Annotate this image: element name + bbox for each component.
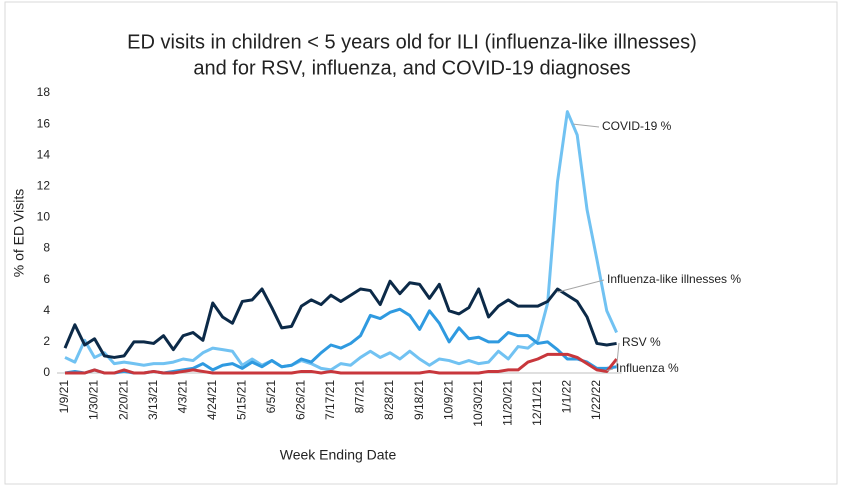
x-tick-label: 10/9/21: [441, 380, 455, 420]
x-tick-label: 1/22/22: [589, 380, 603, 420]
y-tick-label: 16: [37, 116, 51, 130]
x-tick-label: 11/20/21: [500, 380, 514, 426]
x-tick-label: 1/1/22: [560, 380, 574, 414]
x-tick-label: 9/18/21: [412, 380, 426, 420]
leader-line: [573, 123, 600, 128]
y-tick-label: 18: [37, 85, 51, 99]
y-axis-title: % of ED Visits: [11, 189, 27, 277]
x-tick-label: 8/7/21: [353, 380, 367, 414]
x-tick-label: 8/28/21: [382, 380, 396, 420]
x-tick-label: 10/30/21: [471, 380, 485, 427]
x-tick-label: 12/11/21: [530, 380, 544, 426]
series-label: Influenza %: [616, 361, 679, 375]
series-line: [64, 110, 618, 372]
chart-frame: [4, 1, 838, 485]
x-tick-label: 6/5/21: [264, 380, 278, 414]
x-tick-label: 2/20/21: [116, 380, 130, 420]
x-tick-label: 5/15/21: [234, 380, 248, 420]
chart-title: and for RSV, influenza, and COVID-19 dia…: [193, 57, 630, 79]
series-label: Influenza-like illnesses %: [607, 272, 741, 286]
x-tick-label: 7/17/21: [323, 380, 337, 420]
series-line: [65, 352, 618, 375]
y-tick-label: 2: [43, 334, 50, 348]
leader-line: [616, 342, 620, 367]
x-tick-label: 4/3/21: [175, 380, 189, 414]
y-tick-label: 8: [43, 241, 50, 255]
x-tick-label: 1/9/21: [57, 380, 71, 414]
chart-title: ED visits in children < 5 years old for …: [127, 31, 697, 53]
y-tick-label: 6: [43, 272, 50, 286]
leader-line: [557, 279, 605, 293]
y-tick-label: 10: [37, 210, 51, 224]
series-line: [63, 279, 617, 359]
y-tick-label: 4: [43, 303, 50, 317]
y-tick-label: 12: [37, 179, 51, 193]
x-tick-label: 3/13/21: [146, 380, 160, 420]
series-label: RSV %: [622, 335, 661, 349]
series-label: COVID-19 %: [602, 119, 672, 133]
y-tick-label: 14: [37, 147, 51, 161]
x-tick-label: 6/26/21: [294, 380, 308, 420]
x-axis-title: Week Ending Date: [280, 447, 397, 463]
x-tick-label: 1/30/21: [87, 380, 101, 420]
x-tick-label: 4/24/21: [205, 380, 219, 420]
leader-line: [606, 368, 614, 372]
y-tick-label: 0: [43, 365, 50, 379]
